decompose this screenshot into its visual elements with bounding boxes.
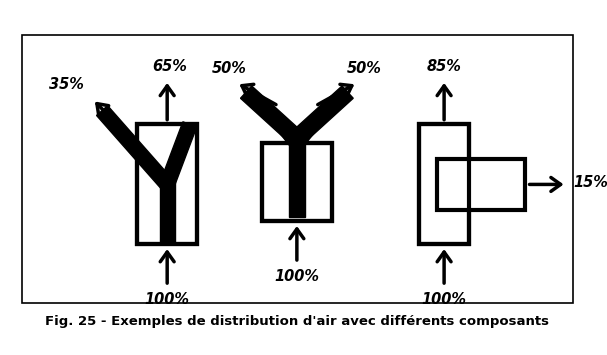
- Polygon shape: [240, 86, 302, 144]
- Bar: [262, 143, 332, 222]
- Polygon shape: [291, 86, 353, 144]
- Bar: [137, 124, 197, 245]
- Text: 65%: 65%: [152, 59, 188, 73]
- Text: 15%: 15%: [573, 175, 607, 190]
- Text: 100%: 100%: [274, 269, 319, 284]
- Bar: [262, 143, 332, 222]
- Bar: [419, 124, 469, 245]
- Text: Fig. 25 - Exemples de distribution d'air avec différents composants: Fig. 25 - Exemples de distribution d'air…: [45, 315, 549, 328]
- Polygon shape: [288, 143, 305, 217]
- Bar: [419, 124, 469, 245]
- Polygon shape: [97, 106, 173, 189]
- Polygon shape: [280, 133, 313, 155]
- Text: 50%: 50%: [347, 61, 382, 76]
- Text: 100%: 100%: [422, 293, 467, 307]
- Text: 35%: 35%: [49, 77, 84, 92]
- Bar: [437, 159, 525, 210]
- Text: 100%: 100%: [144, 293, 189, 307]
- Text: 85%: 85%: [427, 59, 461, 73]
- Text: 50%: 50%: [212, 61, 247, 76]
- Bar: [137, 124, 197, 245]
- Polygon shape: [160, 122, 197, 187]
- Polygon shape: [160, 180, 175, 245]
- Bar: [22, 35, 573, 302]
